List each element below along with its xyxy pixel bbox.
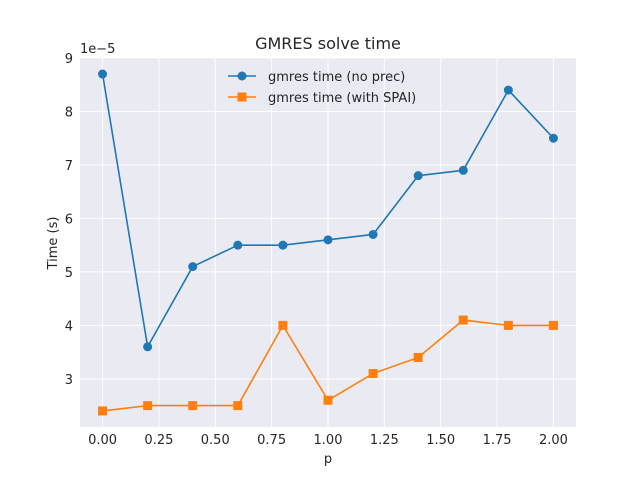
x-tick-label: 0.25 bbox=[144, 433, 173, 448]
x-tick-label: 0.00 bbox=[88, 433, 117, 448]
data-point bbox=[278, 320, 288, 330]
data-point bbox=[413, 352, 423, 362]
data-point bbox=[413, 171, 423, 181]
data-point bbox=[143, 342, 153, 352]
y-tick-label: 9 bbox=[65, 52, 73, 67]
data-point bbox=[548, 320, 558, 330]
series-layer bbox=[98, 69, 558, 416]
x-tick-label: 0.75 bbox=[257, 433, 286, 448]
data-point bbox=[233, 240, 243, 250]
data-point bbox=[323, 235, 333, 245]
grid bbox=[80, 57, 576, 427]
legend-label-no-prec: gmres time (no prec) bbox=[268, 70, 405, 85]
x-tick-label: 1.50 bbox=[426, 433, 455, 448]
data-point bbox=[458, 165, 468, 175]
x-tick-label: 1.00 bbox=[314, 433, 343, 448]
tick-labels: 0.00 0.25 0.50 0.75 1.00 1.25 1.50 1.75 2.00 3 4 5 6… bbox=[65, 52, 568, 448]
legend-label-spai: gmres time (with SPAI) bbox=[268, 91, 416, 106]
series-0 bbox=[98, 69, 558, 352]
data-point bbox=[503, 85, 513, 95]
series-1 bbox=[98, 315, 558, 416]
x-tick-label: 2.00 bbox=[539, 433, 568, 448]
data-point bbox=[548, 133, 558, 143]
data-point bbox=[143, 401, 153, 411]
y-tick-label: 6 bbox=[65, 212, 73, 227]
x-tick-label: 1.25 bbox=[370, 433, 399, 448]
legend-marker-spai bbox=[237, 92, 247, 102]
y-tick-label: 7 bbox=[65, 159, 73, 174]
data-point bbox=[233, 401, 243, 411]
data-point bbox=[188, 401, 198, 411]
data-point bbox=[458, 315, 468, 325]
x-tick-label: 1.75 bbox=[483, 433, 512, 448]
y-tick-label: 4 bbox=[65, 319, 73, 334]
y-axis-label: Time (s) bbox=[46, 217, 61, 271]
data-point bbox=[323, 395, 333, 405]
y-tick-label: 8 bbox=[65, 105, 73, 120]
data-point bbox=[503, 320, 513, 330]
y-tick-label: 3 bbox=[65, 373, 73, 388]
data-point bbox=[368, 369, 378, 379]
x-axis-label: p bbox=[324, 452, 332, 467]
data-point bbox=[98, 69, 108, 79]
legend-marker-no-prec bbox=[237, 71, 247, 81]
y-offset-label: 1e−5 bbox=[80, 42, 115, 57]
data-point bbox=[98, 406, 108, 416]
data-point bbox=[188, 262, 198, 272]
chart-title: GMRES solve time bbox=[255, 34, 401, 53]
x-tick-label: 0.50 bbox=[201, 433, 230, 448]
data-point bbox=[278, 240, 288, 250]
data-point bbox=[368, 229, 378, 239]
legend: gmres time (no prec) gmres time (with SP… bbox=[228, 70, 416, 106]
y-tick-label: 5 bbox=[65, 266, 73, 281]
